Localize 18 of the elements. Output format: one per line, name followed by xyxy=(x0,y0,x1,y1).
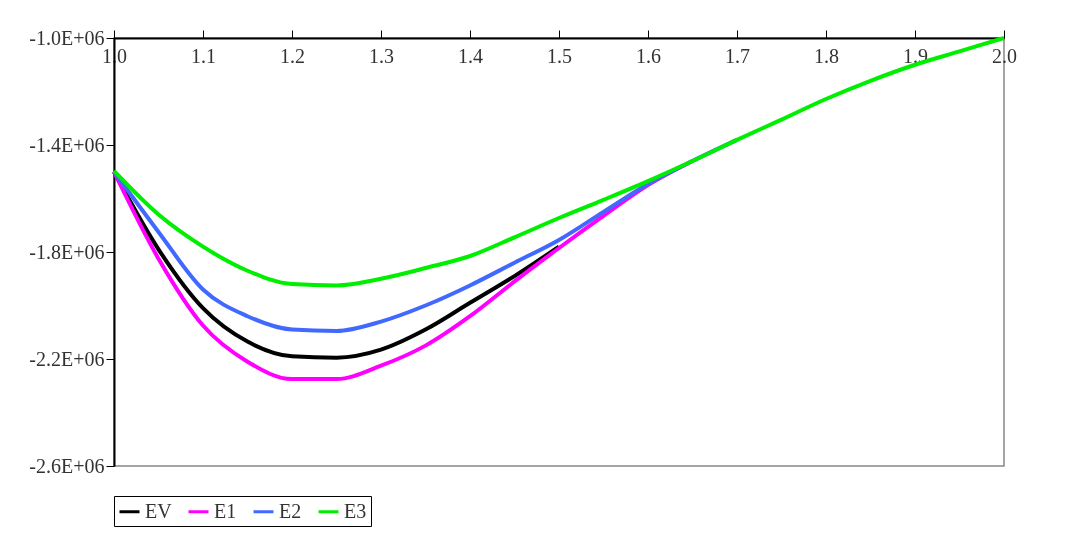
x-tick-label: 1.6 xyxy=(636,44,661,67)
y-tick-label: -2.6E+06 xyxy=(29,454,105,477)
x-tick-label: 1.7 xyxy=(725,44,750,67)
x-tick-label: 1.1 xyxy=(191,44,216,67)
x-tick-label: 1.4 xyxy=(458,44,483,67)
x-tick-label: 1.2 xyxy=(280,44,305,67)
x-tick-label: 1.3 xyxy=(369,44,394,67)
y-tick-label: -2.2E+06 xyxy=(29,347,105,370)
y-tick-label: -1.0E+06 xyxy=(29,26,105,49)
y-tick-label: -1.8E+06 xyxy=(29,240,105,263)
legend-label: E1 xyxy=(214,499,237,522)
legend-label: E2 xyxy=(279,499,302,522)
legend-label: E3 xyxy=(344,499,367,522)
y-tick-label: -1.4E+06 xyxy=(29,133,105,156)
legend-label: EV xyxy=(145,499,173,522)
x-tick-label: 2.0 xyxy=(992,44,1017,67)
x-tick-label: 1.8 xyxy=(814,44,839,67)
x-tick-label: 1.5 xyxy=(547,44,572,67)
